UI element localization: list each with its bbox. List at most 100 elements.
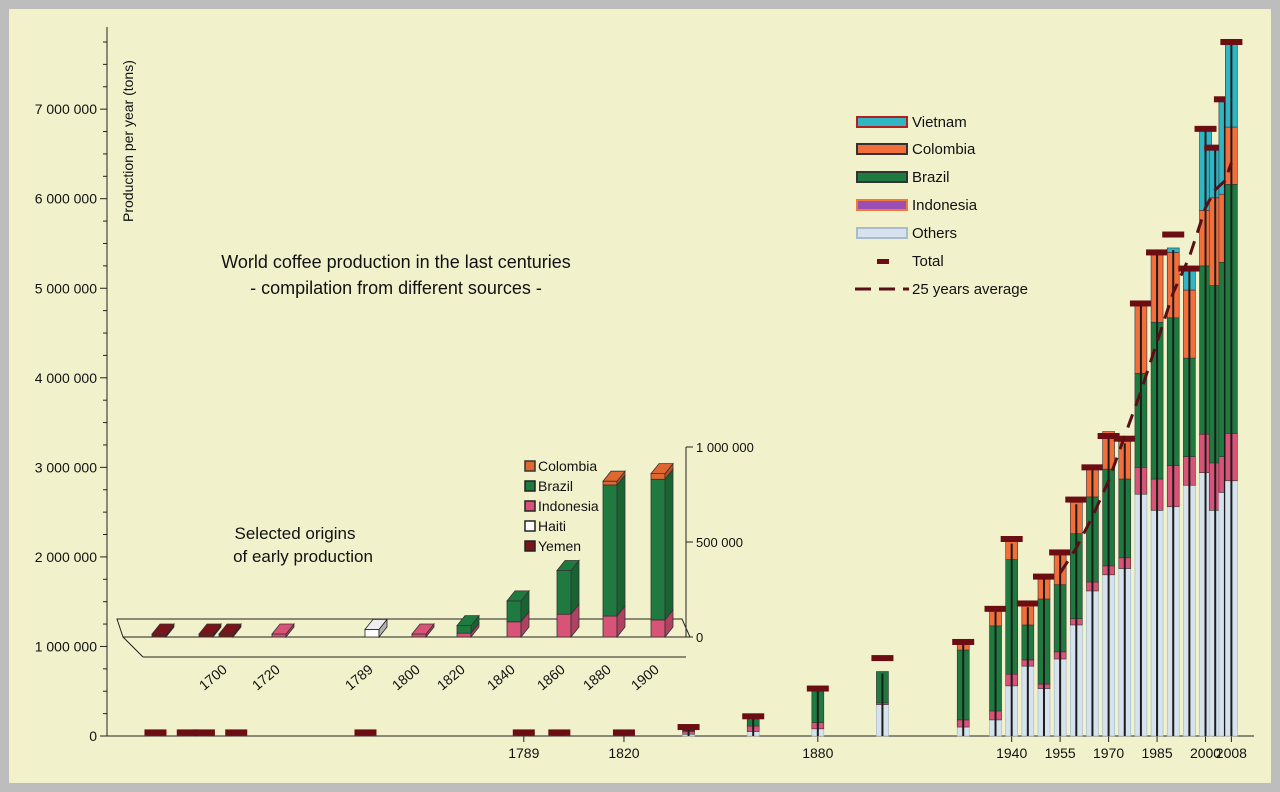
bar-1935: [984, 605, 1007, 737]
bar-1970: [1097, 431, 1120, 737]
total-marker: [192, 729, 215, 736]
bar-1950: [1032, 573, 1055, 737]
main-axes: 0 1 000 000 2 000 000 3 000 000 4 000 000 5 0…: [35, 27, 1254, 761]
inset-bar-1860: [556, 559, 580, 639]
bar-1700: [225, 729, 248, 737]
inset-bar-1820: [456, 614, 480, 639]
x-tick-label: 1955: [1045, 745, 1076, 761]
inset-segment-colombia: [650, 473, 666, 480]
total-marker: [952, 638, 975, 645]
y-tick-label: 7 000 000: [35, 101, 97, 117]
total-marker: [1220, 38, 1243, 45]
inset-segment-top: [411, 623, 435, 635]
inset-title: of early production: [233, 547, 373, 566]
inset-x-tick-label: 1700: [196, 661, 230, 693]
legend-swatch: [856, 227, 908, 239]
inset-segment-yemen: [198, 633, 214, 638]
legend-label: Brazil: [912, 169, 950, 186]
chart-frame: 0 1 000 000 2 000 000 3 000 000 4 000 000 5 0…: [9, 9, 1271, 783]
total-marker: [612, 729, 635, 736]
inset-title: Selected origins: [235, 524, 356, 543]
y-tick-label: 1 000 000: [35, 638, 97, 654]
total-marker: [677, 724, 700, 731]
bar-1945: [1016, 600, 1039, 737]
inset-bar-1880: [602, 470, 626, 639]
y-tick-label: 0: [89, 728, 97, 744]
bar-1675: [144, 729, 167, 737]
total-marker: [984, 605, 1007, 612]
total-marker: [225, 729, 248, 736]
main-bars: [144, 38, 1243, 737]
legend-swatch: [856, 116, 908, 128]
total-marker: [548, 729, 571, 736]
inset-segment-yemen: [151, 633, 167, 638]
bar-2003: [1204, 144, 1227, 737]
legend-label: Colombia: [912, 141, 976, 158]
total-marker: [1032, 573, 1055, 580]
y-tick-label: 3 000 000: [35, 459, 97, 475]
inset-bar-1700: [218, 622, 242, 639]
inset-segment-haiti: [364, 629, 380, 638]
inset-legend-item-colombia: Colombia: [524, 458, 597, 474]
inset-legend-item-haiti: Haiti: [524, 518, 566, 534]
bar-2008: [1220, 38, 1243, 737]
y-axis-label: Production per year (tons): [120, 60, 136, 222]
bar-1960: [1065, 496, 1088, 737]
inset-legend-item-brazil: Brazil: [524, 478, 573, 494]
inset-x-tick-label: 1840: [484, 661, 518, 693]
inset-segment-indonesia: [602, 615, 618, 638]
average-line: [1058, 162, 1233, 574]
inset-bar-1900: [650, 462, 674, 639]
total-marker: [742, 713, 765, 720]
total-marker: [1129, 300, 1152, 307]
inset-segment-top: [456, 615, 480, 626]
chart-subtitle: - compilation from different sources -: [250, 278, 542, 298]
bar-1955: [1049, 549, 1072, 737]
coffee-production-chart: 0 1 000 000 2 000 000 3 000 000 4 000 000 5 0…: [35, 27, 1254, 761]
bar-1820: [612, 729, 635, 737]
total-marker: [871, 655, 894, 662]
total-marker: [176, 729, 199, 736]
legend-label: Total: [912, 253, 944, 270]
inset-bar-1720: [271, 622, 295, 639]
total-marker: [1204, 144, 1227, 151]
inset-segment-indonesia: [556, 613, 572, 638]
x-tick-label: 2000: [1190, 745, 1221, 761]
inset-bar-1840: [506, 589, 530, 639]
inset-bar-1789: [364, 618, 388, 639]
inset-x-tick-label: 1820: [434, 661, 468, 693]
x-tick-label: 1970: [1093, 745, 1124, 761]
total-marker: [806, 685, 829, 692]
x-tick-label: 1820: [608, 745, 639, 761]
bar-1690: [192, 729, 215, 737]
legend-swatch: [856, 171, 908, 183]
inset-bar-1800: [411, 622, 435, 639]
inset-segment-brazil: [650, 478, 666, 621]
inset-segment-top: [151, 623, 175, 635]
legend-swatch: [877, 259, 889, 264]
legend-item-brazil: Brazil: [856, 169, 950, 186]
inset-segment-indonesia: [650, 619, 666, 638]
legend-item-others: Others: [856, 225, 957, 242]
inset-y-tick-label: 0: [696, 630, 703, 645]
y-tick-label: 5 000 000: [35, 280, 97, 296]
inset-x-tick-label: 1880: [580, 661, 614, 693]
y-tick-label: 2 000 000: [35, 549, 97, 565]
x-tick-label: 1985: [1141, 745, 1172, 761]
bar-1840: [677, 724, 700, 737]
bar-1800: [548, 729, 571, 737]
legend-item-vietnam: Vietnam: [856, 114, 967, 131]
inset-legend-label: Brazil: [538, 478, 573, 494]
total-marker: [1000, 535, 1023, 542]
inset-legend-label: Indonesia: [538, 498, 599, 514]
y-tick-label: 4 000 000: [35, 370, 97, 386]
inset-legend-item-indonesia: Indonesia: [524, 498, 599, 514]
bar-1980: [1129, 300, 1152, 737]
total-marker: [1065, 496, 1088, 503]
inset-legend-swatch: [524, 540, 536, 552]
inset-segment-top: [650, 463, 674, 475]
total-marker: [1049, 549, 1072, 556]
inset-legend-label: Colombia: [538, 458, 597, 474]
inset-legend-label: Yemen: [538, 538, 581, 554]
total-marker: [144, 729, 167, 736]
